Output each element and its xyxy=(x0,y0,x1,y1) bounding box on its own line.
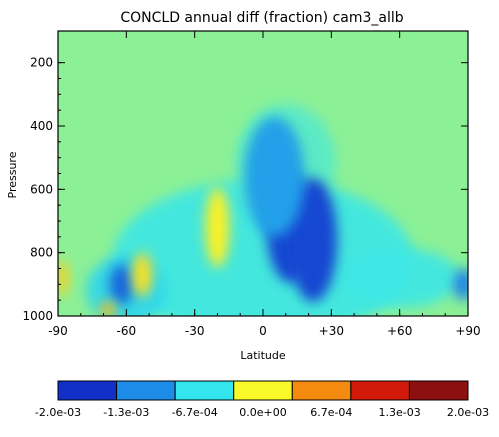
x-tick-label: -30 xyxy=(185,324,205,338)
x-tick-label: -60 xyxy=(117,324,137,338)
colorbar-swatch xyxy=(57,380,118,401)
colorbar-tick-label: 6.7e-04 xyxy=(310,406,352,419)
x-tick-label: -90 xyxy=(48,324,68,338)
heatmap-feature xyxy=(244,116,305,237)
x-tick-label: +30 xyxy=(319,324,344,338)
colorbar-tick-label: -2.0e-03 xyxy=(35,406,81,419)
heatmap-feature xyxy=(100,301,117,316)
colorbar-swatch xyxy=(116,380,176,401)
x-tick-label: 0 xyxy=(259,324,267,338)
plot-area xyxy=(57,30,469,317)
heatmap-feature xyxy=(205,187,230,268)
x-tick-label: +90 xyxy=(455,324,480,338)
colorbar-tick-label: -6.7e-04 xyxy=(172,406,218,419)
colorbar-tick-label: -1.3e-03 xyxy=(103,406,149,419)
heatmap-feature xyxy=(289,178,338,302)
colorbar-tick-label: 2.0e-03 xyxy=(447,406,489,419)
y-tick-label: 200 xyxy=(30,56,53,70)
heatmap-feature xyxy=(132,252,153,297)
x-tick-label: +60 xyxy=(387,324,412,338)
y-tick-label: 1000 xyxy=(22,309,53,323)
colorbar-swatch xyxy=(291,380,352,401)
colorbar-tick-label: 0.0e+00 xyxy=(239,406,286,419)
heatmap-halo xyxy=(113,179,413,316)
heatmap-feature xyxy=(453,268,468,301)
x-axis: -90 -60 -30 0 +30 +60 +90 xyxy=(48,31,481,338)
colorbar: -2.0e-03 -1.3e-03 -6.7e-04 0.0e+00 6.7e-04 1.… xyxy=(35,380,489,419)
colorbar-tick-label: 1.3e-03 xyxy=(379,406,421,419)
heatmap-feature xyxy=(58,260,69,296)
y-tick-label: 800 xyxy=(30,246,53,260)
chart-title: CONCLD annual diff (fraction) cam3_allb xyxy=(120,10,403,26)
heatmap-field xyxy=(58,31,468,316)
colorbar-swatch xyxy=(350,380,410,401)
heatmap-halo xyxy=(339,248,460,308)
colorbar-swatch xyxy=(233,380,293,401)
colorbar-swatch xyxy=(174,380,235,401)
heatmap-feature xyxy=(109,264,134,305)
y-tick-label: 600 xyxy=(30,182,53,196)
colorbar-swatch xyxy=(408,380,469,401)
y-tick-label: 400 xyxy=(30,119,53,133)
y-axis-label: Pressure xyxy=(6,151,19,198)
y-axis: 200 400 600 800 1000 xyxy=(22,56,468,323)
x-axis-label: Latitude xyxy=(240,349,286,362)
